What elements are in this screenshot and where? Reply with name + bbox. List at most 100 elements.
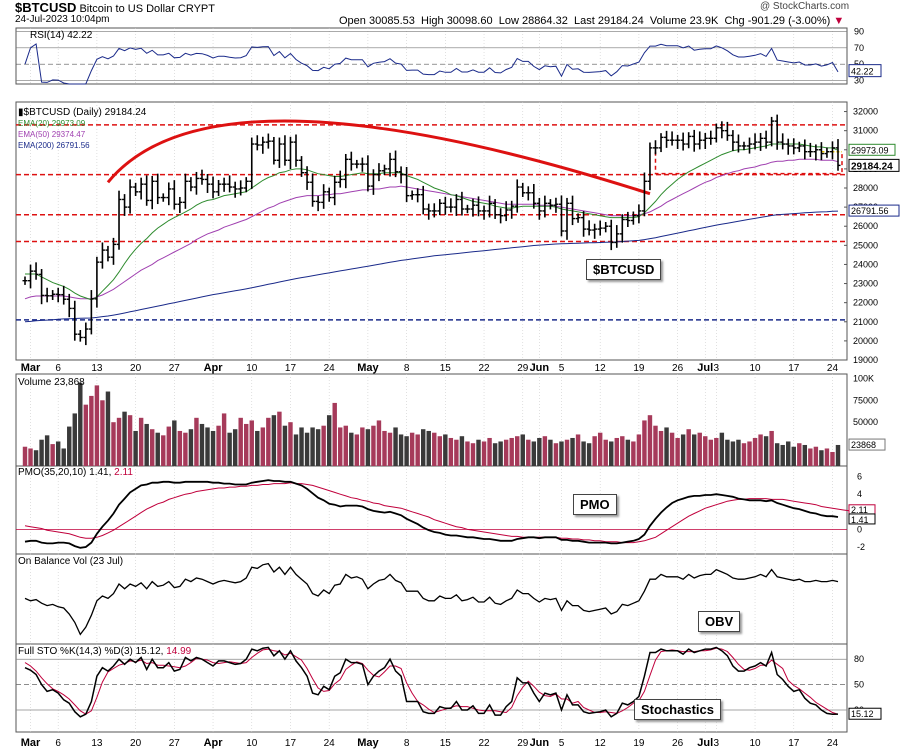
volume-bar <box>89 395 94 466</box>
volume-bar <box>172 420 177 466</box>
volume-bar <box>161 435 166 466</box>
chart-title: $BTCUSD Bitcoin to US Dollar CRYPT <box>15 0 215 15</box>
bottom-date-label: 12 <box>595 738 607 749</box>
volume-bar <box>459 436 465 466</box>
volume-bar <box>326 415 332 466</box>
pmo-tick-label: 6 <box>857 472 862 482</box>
price-tick-label: 31000 <box>853 126 878 136</box>
rsi-line <box>24 43 839 85</box>
rsi-tick-label: 30 <box>854 76 864 86</box>
volume-bar <box>774 443 780 466</box>
instrument-name: Bitcoin to US Dollar <box>79 3 175 15</box>
volume-bar <box>802 444 808 466</box>
volume-bar <box>138 417 144 466</box>
volume-bar <box>216 425 221 466</box>
volume-bar <box>481 441 487 466</box>
volume-bar <box>199 423 205 466</box>
volume-bar <box>111 422 116 466</box>
low-value: 28864.32 <box>521 15 568 27</box>
ema20-tag-box <box>848 143 896 156</box>
volume-bar <box>680 434 686 466</box>
volume-bar <box>22 446 28 466</box>
sto-legend-text: Full STO %K(14,3) %D(3) 15.12, <box>18 646 164 657</box>
exchange: CRYPT <box>177 3 215 15</box>
volume-bar <box>321 425 326 466</box>
volume-bar <box>310 427 315 466</box>
price-date-label: Mar <box>21 362 41 374</box>
pmo-signal-legend: 2.11 <box>114 467 133 478</box>
open-value: 30085.53 <box>368 15 415 27</box>
volume-bar <box>597 432 603 466</box>
volume-bar <box>365 429 371 466</box>
ema20-line <box>25 143 839 301</box>
volume-bar <box>653 425 658 466</box>
price-date-label: 22 <box>478 363 490 374</box>
volume-bar <box>177 430 183 466</box>
volume-bar <box>647 415 653 466</box>
volume-bar <box>116 417 122 466</box>
volume-bar <box>642 420 647 466</box>
volume-bar <box>409 432 415 466</box>
volume-bar <box>830 451 835 466</box>
pmo-signal-tag: 2.11 <box>851 505 868 515</box>
last-label: Last <box>573 15 595 27</box>
volume-bar <box>752 437 758 466</box>
bottom-date-label: 10 <box>749 738 761 749</box>
obv-line <box>24 562 839 636</box>
volume-bar <box>50 444 55 466</box>
volume-bar <box>581 441 586 466</box>
price-date-label: 26 <box>672 363 684 374</box>
volume-bar <box>271 415 277 466</box>
volume-bar <box>559 441 564 466</box>
volume-bar <box>503 439 509 466</box>
stochastics-callout: Stochastics <box>634 699 721 720</box>
volume-bar <box>415 434 420 466</box>
ema50-line <box>24 158 839 300</box>
volume-bar <box>564 439 570 466</box>
volume-bar <box>332 402 337 466</box>
volume-bar <box>620 436 625 466</box>
pmo-legend: PMO(35,20,10) 1.41, 2.11 <box>18 467 133 478</box>
volume-bar <box>553 443 559 466</box>
volume-bar <box>293 434 299 466</box>
price-legend-text: $BTCUSD (Daily) 29184.24 <box>23 107 147 118</box>
volume-bar <box>420 429 426 466</box>
pmo-signal-line <box>24 482 850 544</box>
volume-bar <box>509 437 514 466</box>
volume-bar <box>454 439 459 466</box>
volume-bar <box>448 437 454 466</box>
volume-tick-label: 75000 <box>853 395 878 405</box>
sto-tick-label: 50 <box>854 680 864 690</box>
volume-bar <box>586 443 592 466</box>
last-price-tag: 29184.24 <box>851 161 893 172</box>
volume-bar <box>476 439 481 466</box>
volume-bar <box>227 432 232 466</box>
price-date-label: 17 <box>788 363 800 374</box>
ema20-tag: 29973.09 <box>851 145 889 155</box>
volume-tick-label: 100K <box>853 373 874 383</box>
pmo-panel-frame <box>15 465 848 555</box>
ema200-line <box>24 210 839 323</box>
price-date-label: 24 <box>827 363 839 374</box>
volume-bar <box>221 413 227 466</box>
price-tick-label: 21000 <box>853 317 878 327</box>
volume-bar <box>382 430 387 466</box>
volume-bar <box>349 432 354 466</box>
price-date-label: May <box>357 362 379 374</box>
volume-bar <box>304 432 310 466</box>
sto-panel-frame <box>15 643 848 733</box>
volume-bar <box>33 450 39 466</box>
price-date-label: 5 <box>559 363 565 374</box>
volume-bar <box>730 441 736 466</box>
volume-bar <box>39 439 44 466</box>
ema20-legend: EMA(20) 29973.09 <box>18 119 86 128</box>
price-legend: ▮$BTCUSD (Daily) 29184.24 <box>18 107 146 118</box>
rsi-tick-label: 70 <box>854 43 864 53</box>
price-tick-label: 23000 <box>853 279 878 289</box>
volume-bar <box>393 427 398 466</box>
pmo-tag-box <box>848 513 876 525</box>
volume-bar <box>387 432 393 466</box>
price-date-label: 10 <box>749 363 761 374</box>
ema50-legend: EMA(50) 29374.47 <box>18 130 86 139</box>
volume-bar <box>133 430 138 466</box>
